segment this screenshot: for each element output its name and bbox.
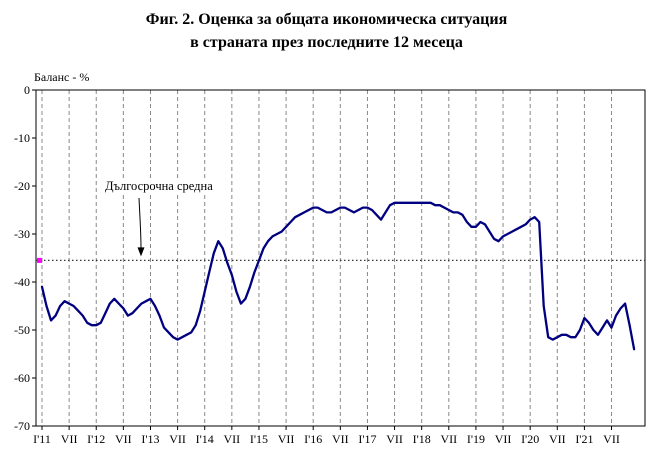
y-tick-label: -30 (14, 227, 30, 241)
x-tick-label: I'15 (250, 432, 268, 446)
chart-header: Фиг. 2. Оценка за общата икономическа си… (0, 0, 653, 64)
x-tick-label: I'21 (575, 432, 593, 446)
chart-area: 0 -10 -20 -30 -40 -50 -60 -70 I'11 VII I'12 VII I'13… (0, 64, 653, 458)
y-axis: 0 -10 -20 -30 -40 -50 -60 -70 (14, 83, 36, 433)
chart-title-line1: Фиг. 2. Оценка за общата икономическа си… (145, 11, 508, 28)
x-tick-label: VII (440, 432, 457, 446)
y-tick-label: -50 (14, 323, 30, 337)
x-tick-label: I'17 (358, 432, 376, 446)
annotation-arrowhead (137, 247, 145, 257)
x-tick-label: I'13 (141, 432, 159, 446)
x-tick-label: VII (332, 432, 349, 446)
x-tick-label: I'14 (196, 432, 214, 446)
x-tick-label: VII (61, 432, 78, 446)
x-tick-label: I'18 (413, 432, 431, 446)
x-tick-label: VII (278, 432, 295, 446)
annotation-arrow (138, 197, 142, 249)
y-tick-label: -60 (14, 371, 30, 385)
chart-canvas: 0 -10 -20 -30 -40 -50 -60 -70I'11 VII I'12 VII I'13… (14, 83, 646, 446)
y-tick-label: -70 (14, 419, 30, 433)
x-tick-label: I'12 (87, 432, 105, 446)
data-line (40, 201, 636, 351)
x-tick-label: I'20 (521, 432, 539, 446)
x-tick-label: VII (603, 432, 620, 446)
average-marker (37, 257, 42, 263)
x-tick-label: VII (549, 432, 566, 446)
long-term-average-annotation: Дългосрочна средна (103, 179, 215, 194)
x-tick-label: VII (386, 432, 403, 446)
x-axis: I'11 VII I'12 VII I'13 VII I'14 VII I'15 VII I'16 V… (33, 426, 620, 446)
x-tick-label: VII (224, 432, 241, 446)
x-tick-label: VII (115, 432, 132, 446)
x-tick-label: VII (169, 432, 186, 446)
x-tick-label: I'11 (33, 432, 51, 446)
gridlines (41, 90, 613, 426)
chart-title-line2: в страната през последните 12 месеца (190, 34, 463, 51)
x-tick-label: VII (495, 432, 512, 446)
y-tick-label: -40 (14, 275, 30, 289)
y-tick-label: -10 (14, 131, 30, 145)
x-tick-label: I'16 (304, 432, 322, 446)
x-tick-label: I'19 (467, 432, 485, 446)
y-tick-label: 0 (24, 83, 30, 97)
y-tick-label: -20 (14, 179, 30, 193)
y-axis-label: Баланс - % (34, 70, 90, 84)
